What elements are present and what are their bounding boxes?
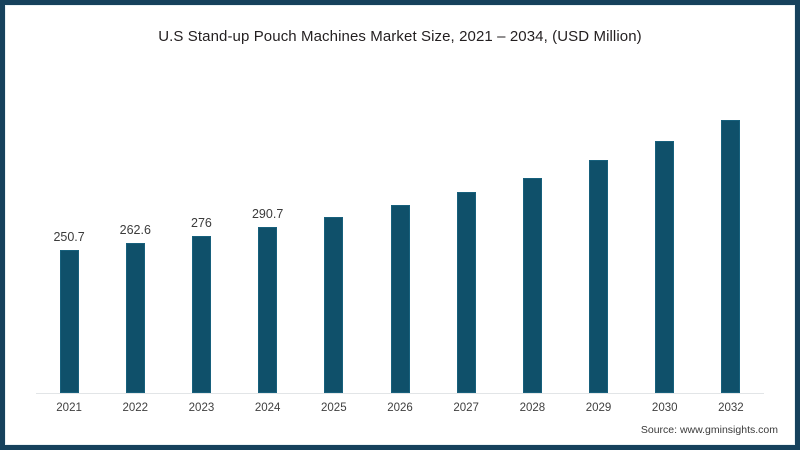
x-tick-label-2025: 2025 [321, 402, 347, 414]
figure-border-top [0, 0, 800, 5]
bar-2029 [589, 160, 608, 393]
bar-2023 [192, 236, 211, 393]
chart-title: U.S Stand-up Pouch Machines Market Size,… [158, 28, 642, 45]
bar-2022 [126, 243, 145, 393]
x-tick-label-2030: 2030 [651, 402, 678, 414]
bar-2028 [523, 178, 542, 393]
x-tick-label-2021: 2021 [56, 402, 82, 414]
x-tick-label-2027: 2027 [453, 402, 479, 414]
bar-2027 [457, 192, 476, 393]
figure-border-left [0, 0, 5, 450]
source-attribution: Source: www.gminsights.com [640, 424, 778, 436]
bar-2032 [721, 120, 740, 393]
bar-2021 [60, 250, 79, 393]
x-tick-label-2032: 2032 [718, 402, 744, 414]
x-axis-line [36, 393, 764, 394]
bar-2030 [655, 141, 674, 393]
figure-border-bottom [0, 445, 800, 450]
bar-2025 [324, 217, 343, 393]
x-tick-label-2024: 2024 [254, 402, 281, 414]
bar-2024 [258, 227, 277, 393]
x-tick-label-2026: 2026 [387, 402, 413, 414]
x-tick-label-2028: 2028 [519, 402, 546, 414]
x-tick-label-2022: 2022 [122, 402, 149, 414]
bar-value-label-2021: 250.7 [53, 230, 85, 244]
x-tick-label-2023: 2023 [188, 402, 215, 414]
bar-value-label-2024: 290.7 [251, 207, 284, 221]
bar-value-label-2022: 262.6 [119, 223, 151, 237]
x-tick-label-2029: 2029 [585, 402, 612, 414]
bar-2026 [391, 205, 410, 393]
figure-border-right [795, 0, 800, 450]
bar-value-label-2023: 276 [191, 216, 212, 230]
